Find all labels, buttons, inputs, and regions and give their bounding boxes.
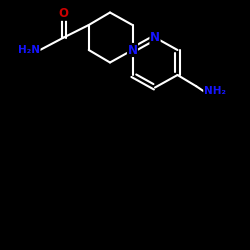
Text: N: N [150,31,160,44]
Text: O: O [59,7,69,20]
Text: NH₂: NH₂ [204,86,226,96]
Text: H₂N: H₂N [18,45,40,55]
Text: N: N [128,44,138,57]
